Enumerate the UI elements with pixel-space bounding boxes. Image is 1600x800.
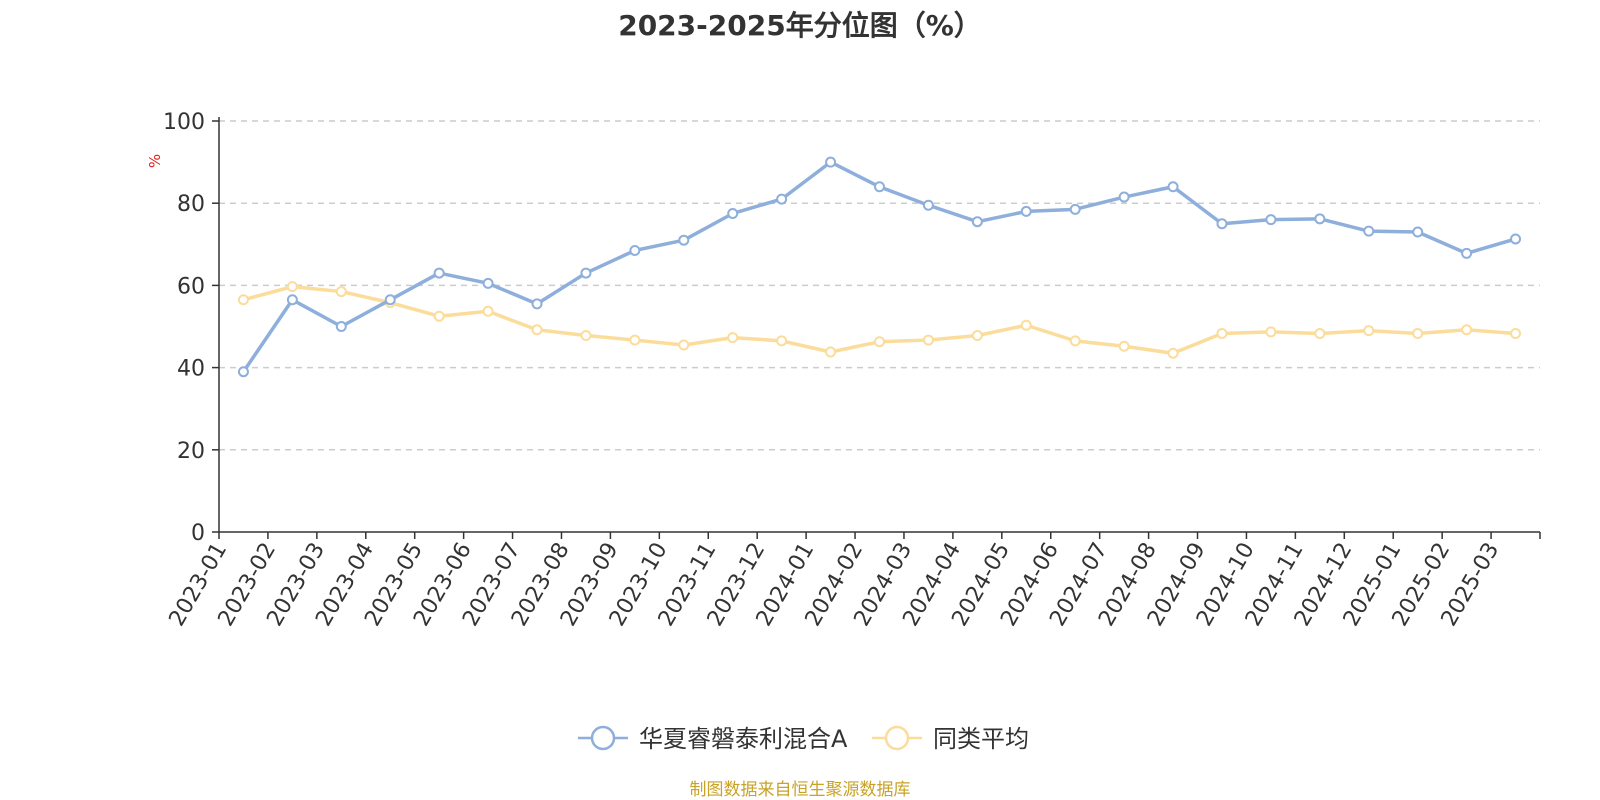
data-point[interactable] [1167,347,1179,359]
data-point[interactable] [1412,226,1424,238]
data-point[interactable] [335,286,347,298]
legend-marker-icon [884,725,910,751]
data-point[interactable] [874,181,885,193]
data-point[interactable] [922,334,934,346]
data-point[interactable] [825,156,837,168]
data-point[interactable] [1167,181,1179,193]
y-tick-label: 0 [191,521,205,546]
y-tick-label: 60 [177,274,205,299]
data-point[interactable] [335,321,347,332]
data-point[interactable] [482,305,494,317]
data-point[interactable] [629,244,641,256]
grid-lines [219,120,1540,451]
data-point[interactable] [727,332,739,344]
data-point[interactable] [1314,327,1326,339]
data-point[interactable] [1020,319,1032,331]
data-point[interactable] [971,216,983,228]
legend-item[interactable]: 同类平均 [872,725,1029,753]
series-group [237,281,1522,359]
data-point[interactable] [531,298,543,310]
y-axis-unit-label: % [146,154,164,168]
legend[interactable]: 华夏睿磐泰利混合A 同类平均 [578,725,1029,753]
y-tick-label: 80 [177,192,205,217]
data-point[interactable] [1412,327,1424,339]
data-point[interactable] [1069,203,1081,215]
series-lines [237,156,1522,378]
data-point[interactable] [1216,218,1228,230]
data-point[interactable] [482,277,494,289]
legend-marker-icon [590,725,616,751]
data-point[interactable] [531,324,543,336]
data-point[interactable] [1510,233,1522,245]
data-point[interactable] [1216,327,1228,339]
data-source-note: 制图数据来自恒生聚源数据库 [689,780,911,800]
data-point[interactable] [433,310,445,322]
data-point[interactable] [1265,214,1277,226]
data-point[interactable] [1314,213,1326,225]
data-point[interactable] [580,267,592,279]
data-point[interactable] [1363,325,1375,337]
data-point[interactable] [237,294,249,306]
series-group [237,156,1522,378]
data-point[interactable] [678,339,690,351]
data-point[interactable] [971,330,983,342]
axes: 020406080100%2023-012023-022023-032023-0… [146,110,1541,631]
data-point[interactable] [678,234,690,246]
data-point[interactable] [922,199,934,211]
data-point[interactable] [629,334,641,346]
data-point[interactable] [727,207,739,219]
legend-item[interactable]: 华夏睿磐泰利混合A [578,725,848,753]
data-point[interactable] [1363,225,1375,237]
data-point[interactable] [286,294,298,306]
data-point[interactable] [384,294,396,306]
data-point[interactable] [237,366,249,378]
data-point[interactable] [776,193,788,205]
data-point[interactable] [433,267,445,279]
data-point[interactable] [825,346,837,358]
data-point[interactable] [874,336,885,348]
legend-label: 同类平均 [933,725,1029,753]
data-point[interactable] [1461,324,1473,336]
data-point[interactable] [1020,205,1032,217]
y-tick-label: 20 [177,439,205,464]
data-point[interactable] [1118,340,1130,352]
y-tick-label: 40 [177,357,205,382]
data-point[interactable] [1265,326,1277,338]
data-point[interactable] [580,330,592,342]
data-point[interactable] [1118,191,1130,203]
data-point[interactable] [776,335,788,347]
y-tick-label: 100 [163,110,205,135]
legend-label: 华夏睿磐泰利混合A [639,725,848,753]
data-point[interactable] [1510,327,1522,339]
data-point[interactable] [286,281,298,293]
chart-title: 2023-2025年分位图（%） [618,9,982,42]
data-point[interactable] [1069,335,1081,347]
data-point[interactable] [1461,247,1473,259]
